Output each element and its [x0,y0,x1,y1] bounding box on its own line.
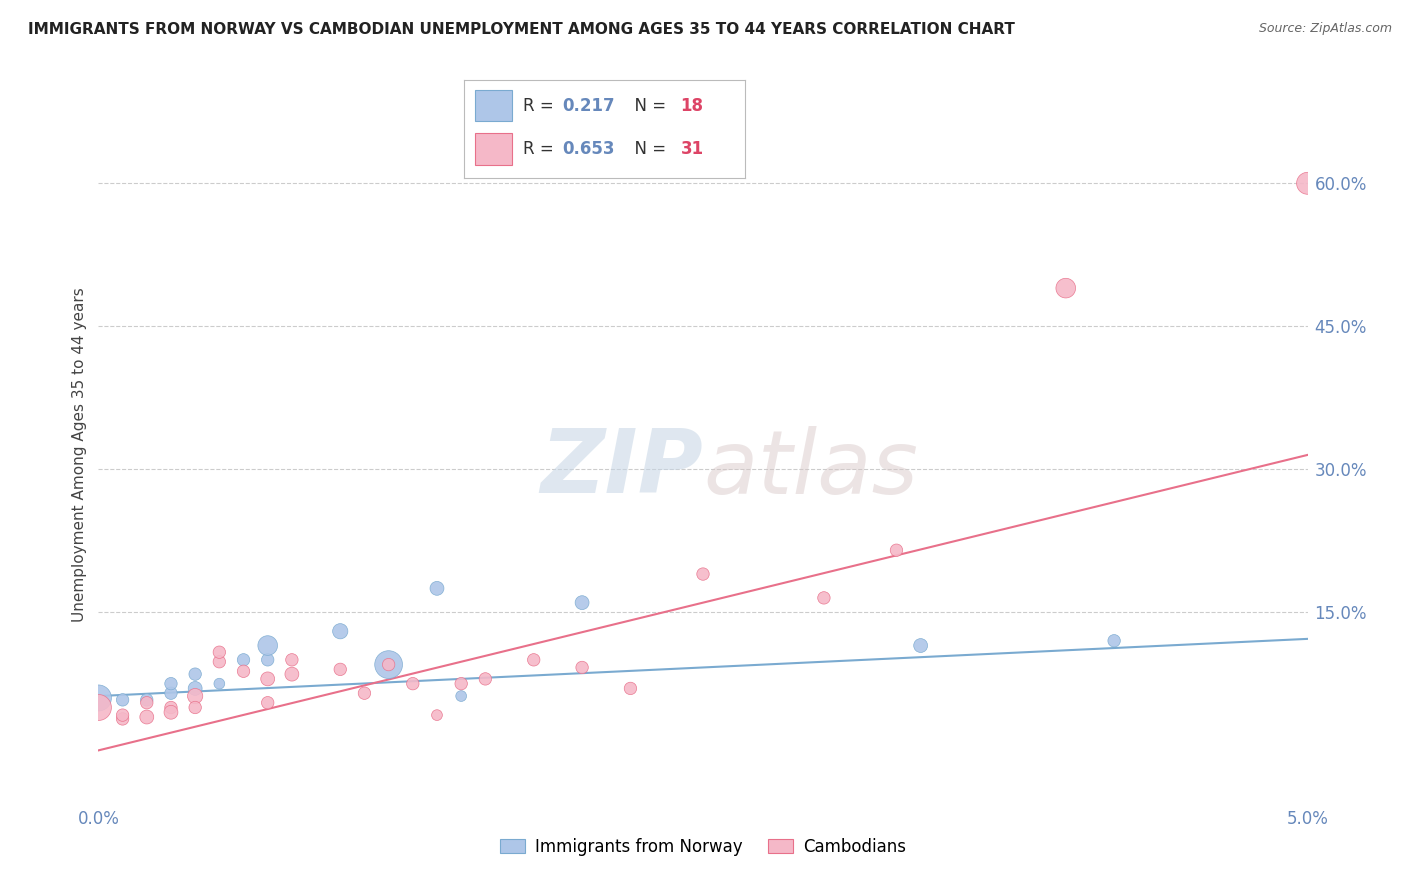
Point [571,596,593,610]
Point [619,681,641,696]
Point [426,708,449,723]
Point [886,543,908,558]
Point [377,657,399,672]
Point [329,624,352,639]
Text: R =: R = [523,140,560,158]
Point [1054,281,1077,295]
Point [160,705,183,719]
Point [135,696,157,710]
Point [87,690,110,705]
Legend: Immigrants from Norway, Cambodians: Immigrants from Norway, Cambodians [492,830,914,864]
Point [353,686,375,700]
Text: IMMIGRANTS FROM NORWAY VS CAMBODIAN UNEMPLOYMENT AMONG AGES 35 TO 44 YEARS CORRE: IMMIGRANTS FROM NORWAY VS CAMBODIAN UNEM… [28,22,1015,37]
Text: 0.653: 0.653 [562,140,614,158]
Point [256,653,278,667]
Point [402,676,425,690]
Point [450,676,472,690]
Point [184,667,207,681]
Text: atlas: atlas [703,425,918,512]
Point [910,639,932,653]
Y-axis label: Unemployment Among Ages 35 to 44 years: Unemployment Among Ages 35 to 44 years [72,287,87,623]
Point [135,710,157,724]
Point [256,639,278,653]
Point [1296,176,1319,190]
Point [208,676,231,690]
Bar [475,133,512,165]
Point [160,700,183,714]
Point [256,672,278,686]
Point [281,653,304,667]
Point [208,645,231,659]
Point [450,689,472,703]
Point [692,567,714,582]
Point [281,667,304,681]
Point [87,700,110,714]
Point [329,662,352,676]
Point [111,693,134,707]
Point [571,660,593,674]
Point [426,582,449,596]
Point [232,665,254,679]
Point [1102,633,1125,648]
Point [232,653,254,667]
Text: R =: R = [523,97,560,115]
Text: Source: ZipAtlas.com: Source: ZipAtlas.com [1258,22,1392,36]
Point [111,708,134,723]
Text: 0.217: 0.217 [562,97,614,115]
Point [111,712,134,726]
Text: N =: N = [624,97,672,115]
Point [135,693,157,707]
Point [377,657,399,672]
Point [184,681,207,696]
Point [256,696,278,710]
Point [474,672,496,686]
Point [184,700,207,714]
Text: 18: 18 [681,97,703,115]
Text: ZIP: ZIP [540,425,703,512]
Point [160,676,183,690]
Point [523,653,546,667]
Point [813,591,835,605]
Point [160,686,183,700]
Point [184,689,207,703]
Text: N =: N = [624,140,672,158]
Text: 31: 31 [681,140,703,158]
Point [208,655,231,669]
Bar [475,90,512,121]
